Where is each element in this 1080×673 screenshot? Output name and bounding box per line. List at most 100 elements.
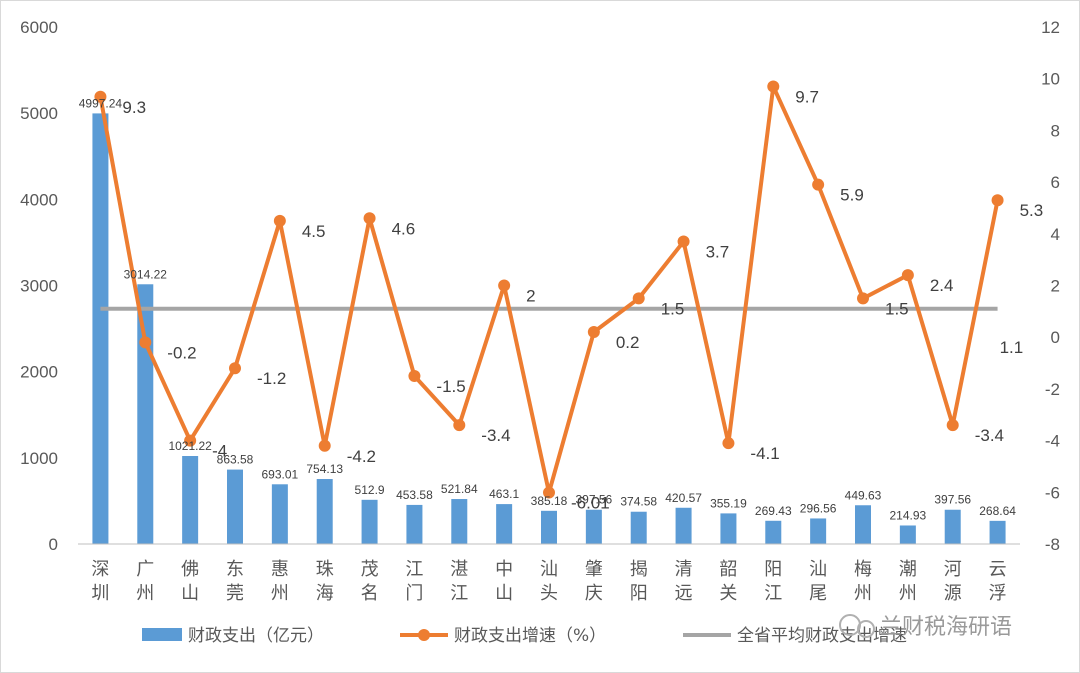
bar-云浮 xyxy=(989,520,1006,544)
growth-label: 0.2 xyxy=(616,333,640,352)
y-left-tick: 0 xyxy=(49,535,58,554)
x-tick-label: 肇庆 xyxy=(585,559,603,604)
growth-point-深圳 xyxy=(94,90,107,103)
growth-label: -0.2 xyxy=(167,343,196,362)
bar-珠海 xyxy=(316,479,333,544)
watermark: 兰财税海研语 xyxy=(839,614,1012,640)
growth-point-潮州 xyxy=(901,269,914,282)
bar-茂名 xyxy=(361,499,378,544)
growth-point-中山 xyxy=(498,279,511,292)
avg-growth-label: 1.1 xyxy=(1000,338,1024,357)
y-left-tick: 1000 xyxy=(20,449,58,468)
growth-label: -1.5 xyxy=(436,377,465,396)
bar-广州 xyxy=(137,284,154,544)
x-tick-label: 汕尾 xyxy=(809,559,827,604)
growth-label: -3.4 xyxy=(975,426,1004,445)
bar-label: 449.63 xyxy=(845,488,882,502)
bar-label: 397.56 xyxy=(576,493,613,507)
growth-point-河源 xyxy=(946,419,959,432)
y-right-tick: -4 xyxy=(1045,432,1060,451)
bar-label: 521.84 xyxy=(441,482,478,496)
growth-label: -4.2 xyxy=(347,447,376,466)
bar-湛江 xyxy=(451,499,468,544)
bar-韶关 xyxy=(720,513,737,544)
bar-label: 693.01 xyxy=(262,467,299,481)
bar-label: 453.58 xyxy=(396,488,433,502)
legend-bar-label: 财政支出（亿元） xyxy=(188,626,324,646)
growth-label: 1.5 xyxy=(885,299,909,318)
bar-中山 xyxy=(496,504,513,544)
growth-label: 2.4 xyxy=(930,276,954,295)
y-left-tick: 5000 xyxy=(20,104,58,123)
bar-label: 296.56 xyxy=(800,501,837,515)
growth-point-韶关 xyxy=(722,437,735,450)
growth-label: 4.6 xyxy=(392,219,416,238)
growth-point-揭阳 xyxy=(632,292,645,305)
bar-label: 754.13 xyxy=(306,462,343,476)
x-tick-label: 中山 xyxy=(495,559,513,604)
growth-label: 2 xyxy=(526,287,535,306)
growth-label: 5.9 xyxy=(840,186,864,205)
growth-point-汕尾 xyxy=(812,178,825,191)
x-tick-label: 河源 xyxy=(944,559,962,604)
bar-清远 xyxy=(675,507,692,544)
bar-佛山 xyxy=(182,456,199,544)
bar-河源 xyxy=(944,509,961,544)
y-right-tick: -2 xyxy=(1045,380,1060,399)
watermark-text: 兰财税海研语 xyxy=(880,615,1012,640)
x-tick-label: 清远 xyxy=(675,559,693,604)
growth-point-阳江 xyxy=(767,80,780,93)
bar-label: 863.58 xyxy=(217,453,254,467)
bar-label: 355.19 xyxy=(710,496,747,510)
bar-汕尾 xyxy=(810,518,827,544)
growth-point-广州 xyxy=(139,336,152,349)
x-tick-label: 湛江 xyxy=(450,559,468,604)
y-right-tick: 12 xyxy=(1041,18,1060,37)
growth-label: -4.1 xyxy=(750,444,779,463)
x-tick-label: 珠海 xyxy=(316,559,334,604)
x-tick-label: 揭阳 xyxy=(630,559,648,604)
y-left-tick: 3000 xyxy=(20,277,58,296)
growth-point-佛山 xyxy=(184,434,197,447)
y-right-tick: 8 xyxy=(1051,121,1060,140)
x-tick-label: 韶关 xyxy=(719,559,737,604)
growth-label: 9.7 xyxy=(795,87,819,106)
x-tick-label: 深圳 xyxy=(91,559,109,604)
x-tick-label: 梅州 xyxy=(854,559,872,604)
y-right-tick: 10 xyxy=(1041,70,1060,89)
bar-阳江 xyxy=(765,520,782,544)
bar-label: 214.93 xyxy=(890,508,927,522)
y-left-tick: 6000 xyxy=(20,18,58,37)
bar-揭阳 xyxy=(630,511,647,544)
bar-汕头 xyxy=(541,510,557,544)
y-left-tick: 4000 xyxy=(20,190,58,209)
bar-label: 463.1 xyxy=(489,487,519,501)
bar-梅州 xyxy=(855,505,871,544)
bar-label: 268.64 xyxy=(979,504,1016,518)
bar-label: 1021.22 xyxy=(168,439,212,453)
growth-point-肇庆 xyxy=(587,326,600,339)
bar-label: 374.58 xyxy=(620,495,657,509)
bar-label: 420.57 xyxy=(665,491,702,505)
growth-label: 3.7 xyxy=(706,243,730,262)
growth-label: 1.5 xyxy=(661,299,685,318)
x-tick-label: 茂名 xyxy=(361,559,379,604)
bar-深圳 xyxy=(92,113,109,545)
y-left-tick: 2000 xyxy=(20,363,58,382)
y-right-tick: 2 xyxy=(1051,277,1060,296)
x-tick-label: 广州 xyxy=(136,559,154,604)
bar-惠州 xyxy=(271,484,288,544)
bar-label: 4997.24 xyxy=(79,96,123,110)
growth-point-江门 xyxy=(408,369,421,382)
growth-point-东莞 xyxy=(229,362,241,375)
bar-label: 269.43 xyxy=(755,504,792,518)
bar-东莞 xyxy=(227,469,243,544)
bar-label: 385.18 xyxy=(531,494,568,508)
x-tick-label: 汕头 xyxy=(540,559,558,604)
growth-point-清远 xyxy=(677,235,690,248)
growth-point-湛江 xyxy=(453,419,466,432)
y-right-tick: 4 xyxy=(1051,225,1060,244)
growth-label: -4 xyxy=(212,442,227,461)
